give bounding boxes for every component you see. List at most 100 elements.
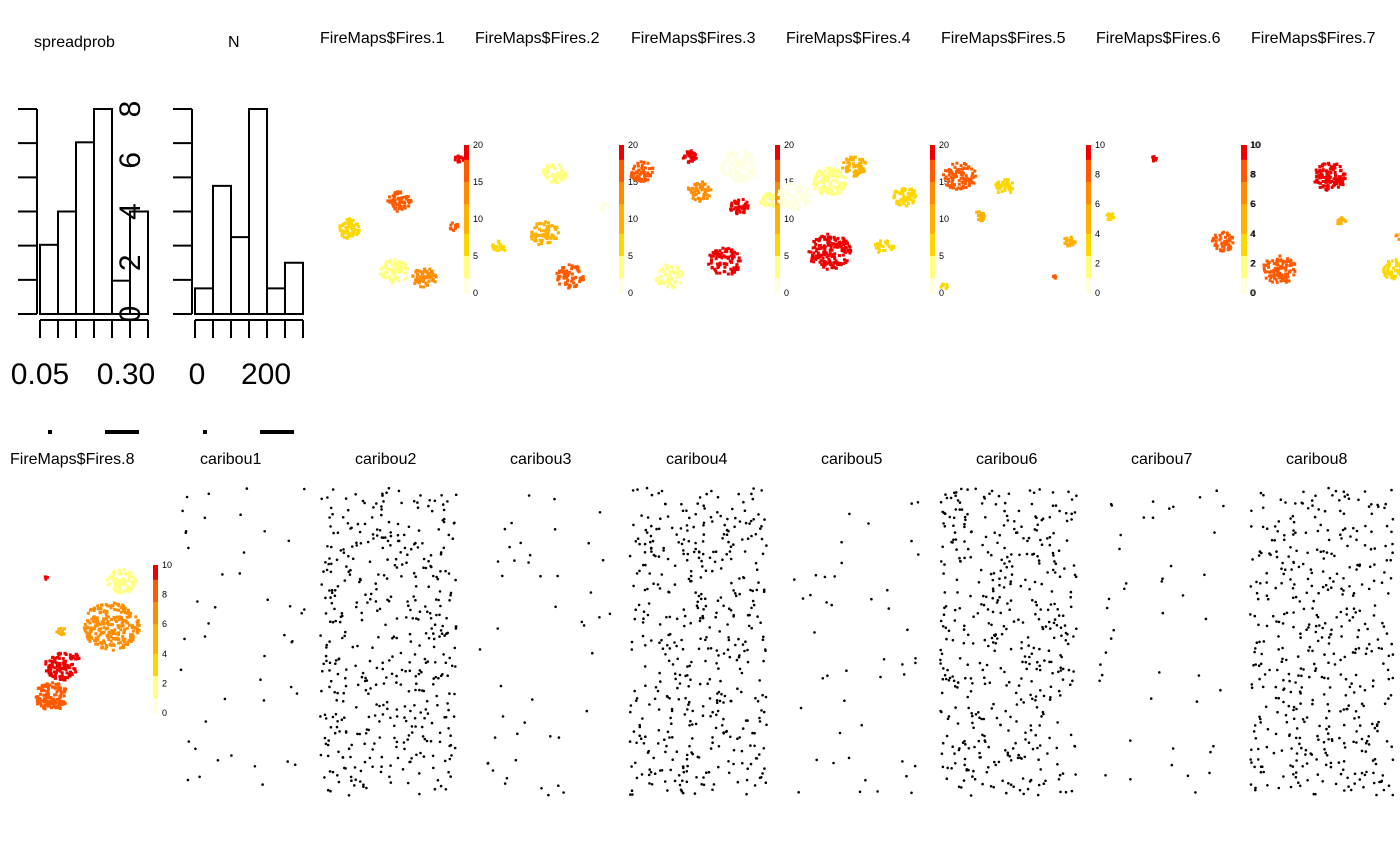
fire-cell — [577, 270, 581, 274]
fire-cell — [550, 234, 554, 238]
caribou-point — [722, 731, 725, 734]
caribou-point — [1295, 759, 1298, 762]
caribou-point — [1313, 515, 1317, 519]
caribou-point — [1295, 549, 1298, 553]
caribou-point — [1259, 491, 1263, 495]
fire-cell — [674, 280, 678, 283]
caribou-point — [1372, 781, 1376, 785]
fire-cell — [736, 200, 740, 204]
fire-cell — [1271, 259, 1275, 263]
caribou-point — [1005, 627, 1008, 631]
fire-cell — [813, 177, 817, 181]
fire-cell — [1324, 180, 1328, 184]
fire-cell — [858, 164, 862, 168]
legend-bar — [930, 152, 935, 161]
caribou-point — [1332, 580, 1335, 583]
caribou-point — [1266, 727, 1270, 731]
caribou-point — [395, 617, 399, 620]
caribou-point — [1354, 611, 1357, 614]
fire-cell — [795, 190, 799, 194]
caribou-point — [638, 734, 641, 737]
caribou-point — [660, 769, 664, 772]
fire-cell — [1284, 272, 1288, 276]
fire-cell — [820, 263, 824, 266]
caribou-point — [632, 584, 635, 588]
caribou-point — [838, 731, 842, 735]
caribou-point — [954, 762, 957, 765]
caribou-point — [409, 547, 413, 551]
caribou-point — [704, 604, 708, 608]
caribou-point — [1294, 595, 1298, 599]
fire-cell — [122, 646, 126, 649]
fire-cell — [36, 687, 40, 690]
fire-cell — [550, 224, 554, 228]
fire-cell — [836, 169, 840, 173]
caribou-point — [657, 708, 661, 711]
caribou-point — [686, 764, 689, 768]
caribou-point — [1061, 614, 1065, 617]
caribou-point — [341, 700, 345, 703]
fire-cell — [647, 172, 650, 176]
fire-cell — [995, 181, 999, 185]
fire-cell — [849, 155, 853, 159]
fire-cell — [642, 169, 645, 172]
caribou-point — [453, 692, 456, 696]
caribou-point — [998, 533, 1001, 537]
caribou-point — [1316, 615, 1320, 619]
fire-cell — [122, 579, 126, 583]
legend-bar — [775, 145, 780, 153]
caribou-point — [1276, 710, 1279, 714]
fire-cell — [108, 582, 112, 586]
caribou-point — [763, 767, 766, 770]
fire-cell — [1272, 262, 1276, 266]
caribou-point — [704, 569, 708, 572]
caribou-point — [732, 615, 735, 618]
fire-cell — [712, 254, 716, 258]
caribou-point — [954, 494, 957, 497]
fire-cell — [347, 219, 350, 223]
caribou-point — [1312, 792, 1316, 796]
fire-cell — [833, 245, 837, 249]
fire-cell — [1339, 222, 1343, 226]
caribou-point — [448, 692, 451, 695]
fire-cell — [814, 242, 818, 246]
fire-cell — [729, 162, 733, 166]
fire-cell — [642, 161, 646, 165]
fire-cell — [119, 641, 122, 645]
caribou-point — [319, 715, 322, 718]
legend-bar — [930, 189, 935, 198]
fire-cell — [835, 261, 839, 265]
caribou-point — [716, 599, 720, 602]
caribou-point — [754, 561, 758, 565]
caribou-point — [1362, 704, 1365, 708]
fire-cell — [863, 160, 867, 164]
fire-cell — [82, 626, 86, 630]
fire-cell — [428, 276, 432, 280]
caribou-point — [641, 717, 644, 720]
caribou-point — [1330, 738, 1334, 741]
fire-cell — [962, 166, 966, 170]
fire-cell — [92, 609, 96, 613]
legend-label: 8 — [1250, 170, 1255, 180]
caribou-point — [996, 599, 1000, 602]
fire-cell — [87, 636, 91, 640]
caribou-point — [412, 571, 416, 575]
fire-cell — [105, 626, 109, 630]
caribou-point — [1029, 778, 1033, 782]
caribou-point — [1035, 603, 1038, 607]
fire-cell — [965, 167, 969, 170]
caribou-point — [435, 575, 438, 579]
fire-cell — [1283, 260, 1287, 264]
fire-cell — [971, 171, 975, 175]
caribou-point — [749, 744, 752, 747]
fire-cell — [57, 630, 61, 634]
caribou-point — [1327, 636, 1331, 639]
fire-cell — [546, 233, 550, 237]
legend-bar — [153, 668, 158, 677]
caribou-point — [1319, 550, 1323, 554]
fire-cell — [766, 192, 770, 196]
caribou-point — [1259, 765, 1263, 768]
fire-cell — [119, 610, 123, 614]
fire-cell — [1000, 190, 1004, 193]
caribou-point — [963, 624, 966, 628]
